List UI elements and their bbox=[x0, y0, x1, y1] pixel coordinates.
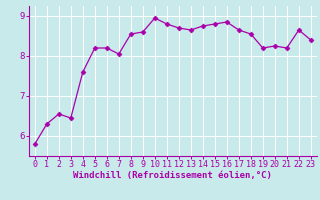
X-axis label: Windchill (Refroidissement éolien,°C): Windchill (Refroidissement éolien,°C) bbox=[73, 171, 272, 180]
